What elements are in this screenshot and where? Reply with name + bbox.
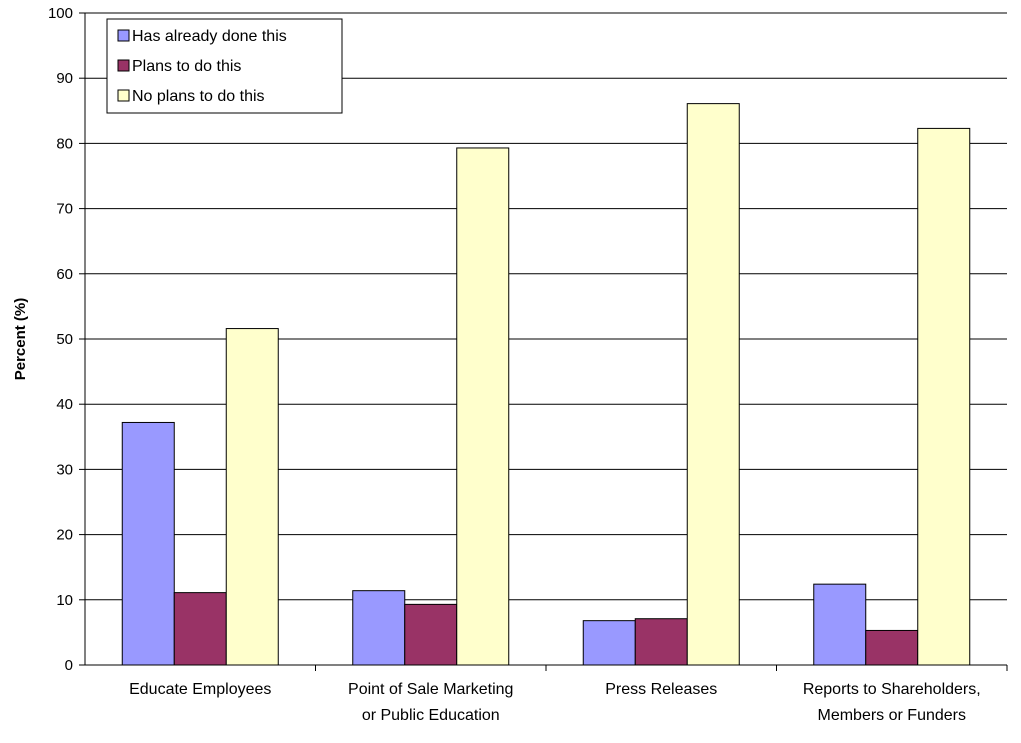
y-tick-label: 90 [56,70,73,87]
x-tick-label: Press Releases [605,681,717,698]
bar [686,103,740,666]
x-tick-label-line: Point of Sale Marketing [348,681,513,698]
y-tick-label: 30 [56,461,73,478]
x-tick-label: Reports to Shareholders, Members or Funde… [803,681,981,724]
legend-box [106,18,343,114]
bar [121,421,175,666]
y-tick-label: 80 [56,135,73,152]
x-tick-label-line: Reports to Shareholders, [803,681,981,698]
x-tick-label-line: Educate Employees [129,681,271,698]
legend-label: Has already done this [132,28,287,45]
y-tick-label: 50 [56,331,73,348]
bar [634,618,688,666]
x-tick-label-line: Members or Funders [818,707,967,724]
legend: Has already done this Plans to do this No … [106,18,343,114]
y-axis-label: Percent (%) [12,298,29,381]
legend-label: No plans to do this [132,88,265,105]
legend-label: Plans to do this [132,58,241,75]
legend-swatch [117,59,130,72]
legend-swatch [117,89,130,102]
bar [865,629,919,666]
y-tick-label: 40 [56,396,73,413]
y-tick-label: 20 [56,527,73,544]
legend-swatch [117,29,130,42]
y-tick-label: 0 [65,657,73,674]
bar [352,590,406,666]
bar [582,620,636,666]
x-tick-label: Educate Employees [129,681,271,698]
y-tick-label: 10 [56,592,73,609]
bar [917,127,971,666]
bar [404,603,458,666]
x-tick-label: Point of Sale Marketing or Public Educati… [348,681,513,724]
bar [173,592,227,666]
y-tick-label: 70 [56,201,73,218]
y-tick-label: 60 [56,266,73,283]
x-tick-label-line: Press Releases [605,681,717,698]
bar [813,583,867,666]
bar [456,147,510,666]
x-tick-label-line: or Public Education [362,707,500,724]
bar [225,328,279,666]
y-tick-label: 100 [48,5,73,22]
